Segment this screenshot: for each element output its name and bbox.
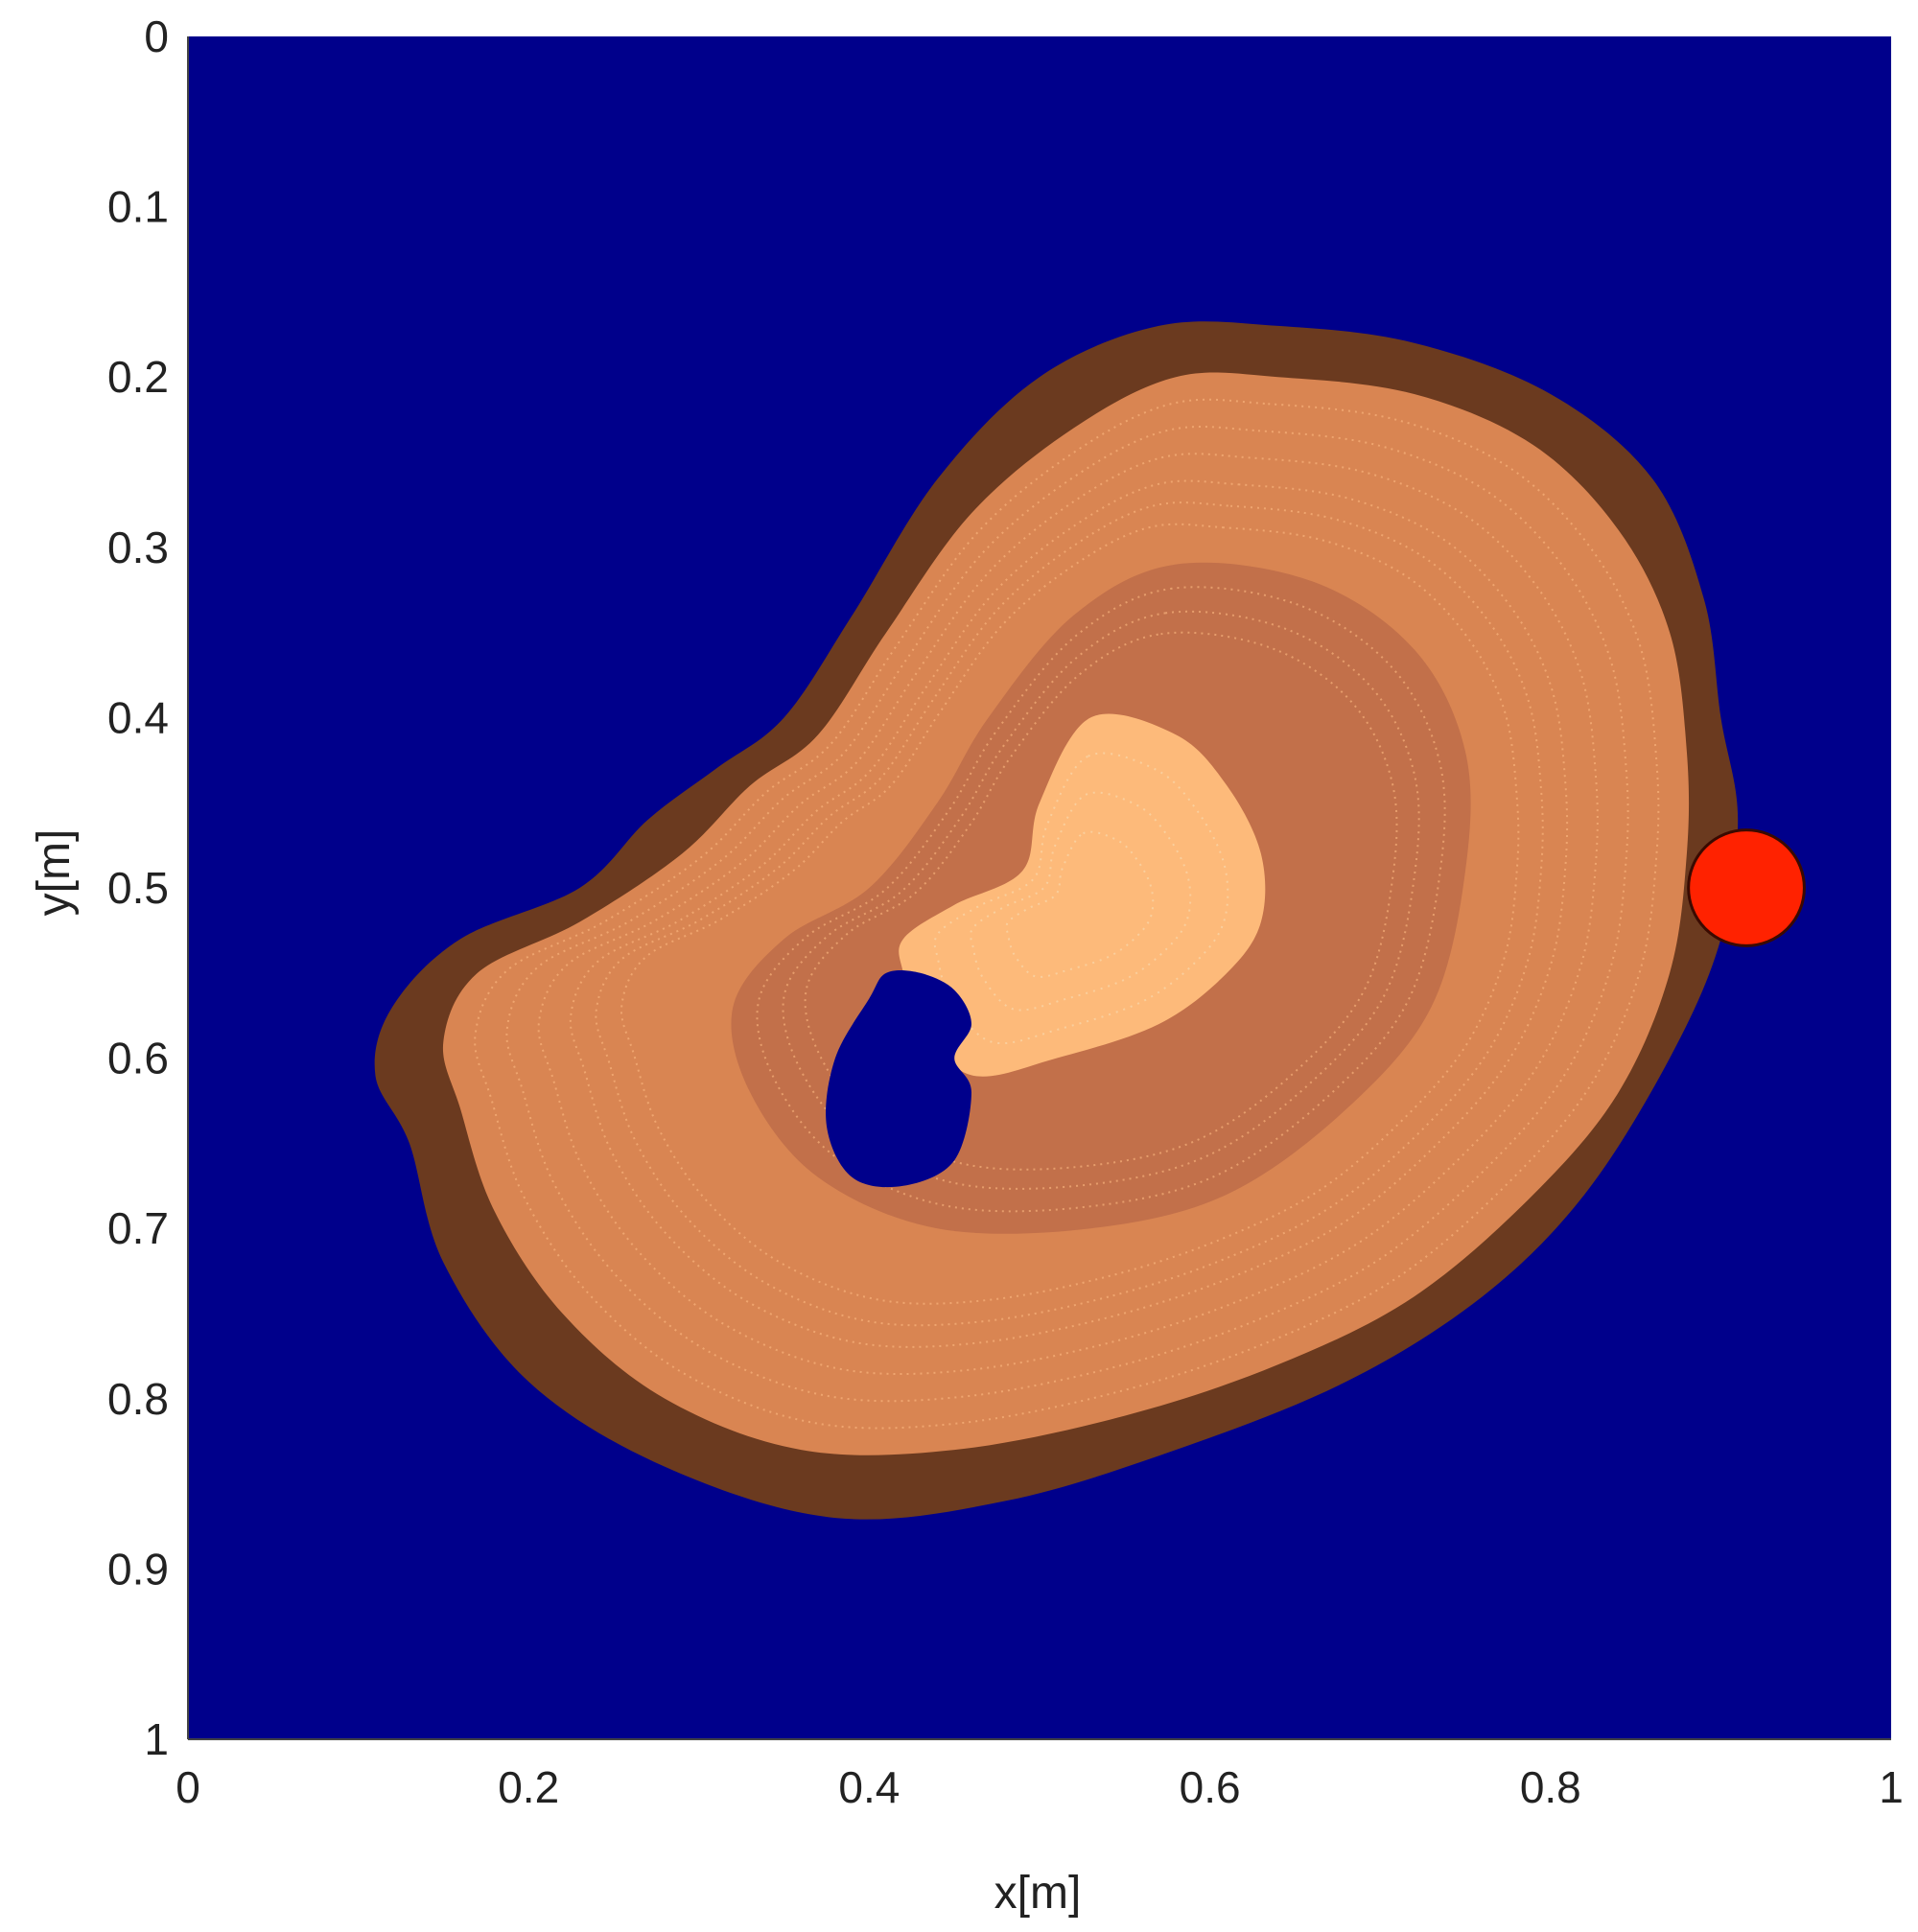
region-hole bbox=[826, 970, 971, 1188]
ring-contour bbox=[474, 398, 1660, 1430]
red-marker bbox=[1687, 828, 1806, 947]
y-tick-label: 0.7 bbox=[107, 1203, 169, 1253]
ring-contour bbox=[804, 631, 1398, 1171]
y-tick-label: 0.5 bbox=[107, 863, 169, 913]
y-axis-label: y[m] bbox=[29, 829, 80, 917]
y-tick-label: 0.9 bbox=[107, 1544, 169, 1594]
x-tick-label: 0.6 bbox=[1180, 1762, 1241, 1812]
plot-area bbox=[188, 36, 1891, 1739]
y-tick-label: 0.1 bbox=[107, 182, 169, 232]
ring-contour bbox=[537, 453, 1599, 1376]
x-axis-label: x[m] bbox=[994, 1868, 1082, 1919]
ring-contour bbox=[970, 791, 1192, 1012]
heatmap-layers bbox=[188, 36, 1891, 1739]
ring-contour bbox=[505, 425, 1629, 1403]
y-tick-label: 0.6 bbox=[107, 1034, 169, 1083]
region-inner-core bbox=[899, 713, 1266, 1077]
axes-frame bbox=[187, 36, 1891, 1740]
x-tick-label: 1 bbox=[1879, 1762, 1904, 1812]
x-tick-label: 0.4 bbox=[838, 1762, 900, 1812]
x-tick-label: 0.8 bbox=[1520, 1762, 1581, 1812]
y-tick-label: 0 bbox=[144, 12, 169, 61]
x-tick-label: 0 bbox=[175, 1762, 200, 1812]
x-tick-label: 0.2 bbox=[498, 1762, 559, 1812]
y-axis-ticks: 0 0.1 0.2 0.3 0.4 0.5 0.6 0.7 0.8 0.9 1 bbox=[107, 12, 169, 1764]
y-tick-label: 0.8 bbox=[107, 1374, 169, 1424]
x-axis-ticks: 0 0.2 0.4 0.6 0.8 1 bbox=[175, 1762, 1904, 1812]
y-tick-label: 0.2 bbox=[107, 352, 169, 402]
y-tick-label: 1 bbox=[144, 1714, 169, 1764]
y-tick-label: 0.4 bbox=[107, 692, 169, 742]
y-tick-label: 0.3 bbox=[107, 523, 169, 572]
